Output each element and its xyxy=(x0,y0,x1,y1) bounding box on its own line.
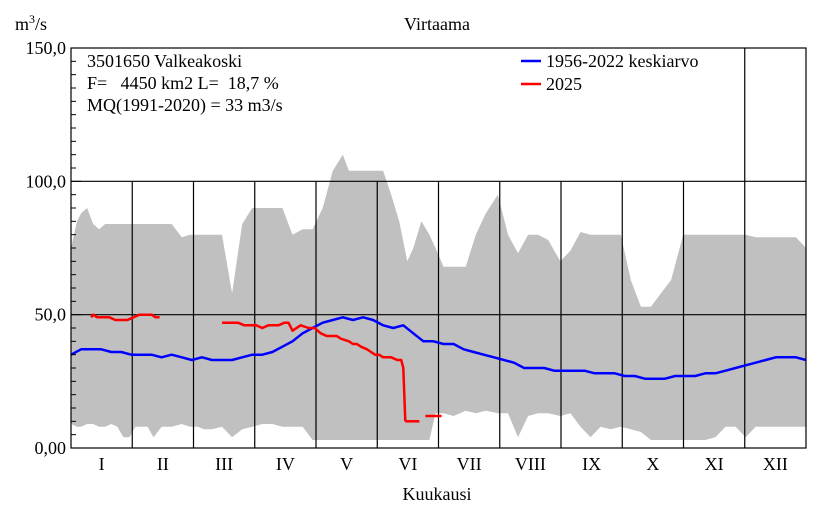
x-axis-label: Kuukausi xyxy=(403,484,472,504)
month-label: III xyxy=(215,454,233,474)
legend-label: 2025 xyxy=(546,74,582,94)
month-label: VII xyxy=(457,454,482,474)
info-line: F= 4450 km2 L= 18,7 % xyxy=(87,73,279,93)
month-label: XI xyxy=(705,454,724,474)
month-label: VIII xyxy=(515,454,546,474)
legend: 1956-2022 keskiarvo 2025 xyxy=(521,51,698,94)
month-labels: I II III IV V VI VII VIII IX X XI XII xyxy=(99,454,788,474)
series-line xyxy=(70,316,807,380)
series-line xyxy=(90,313,160,322)
month-label: VI xyxy=(398,454,417,474)
month-label: I xyxy=(99,454,105,474)
axis-ticks xyxy=(71,47,81,449)
y-axis-label-tail: /s xyxy=(35,14,47,34)
chart-title: Virtaama xyxy=(404,14,470,34)
month-label: IV xyxy=(276,454,295,474)
y-tick-label: 150,0 xyxy=(26,38,67,58)
y-axis-label: m3/s xyxy=(15,12,47,34)
series-line xyxy=(222,321,407,422)
month-label: V xyxy=(340,454,353,474)
month-label: X xyxy=(646,454,659,474)
y-axis-label-sup: 3 xyxy=(29,12,35,26)
month-label: II xyxy=(157,454,169,474)
station-info: 3501650 Valkeakoski F= 4450 km2 L= 18,7 … xyxy=(87,51,283,116)
y-tick-label: 100,0 xyxy=(26,171,67,191)
series-layer xyxy=(70,313,807,423)
month-label: IX xyxy=(582,454,601,474)
y-tick-labels: 0,00 50,0 100,0 150,0 xyxy=(26,38,67,458)
month-label: XII xyxy=(763,454,788,474)
y-tick-label: 50,0 xyxy=(35,305,67,325)
y-axis-label-base: m xyxy=(15,14,29,34)
grid xyxy=(71,48,806,448)
info-line: 3501650 Valkeakoski xyxy=(87,51,242,71)
info-line: MQ(1991-2020) = 33 m3/s xyxy=(87,95,283,116)
legend-label: 1956-2022 keskiarvo xyxy=(546,51,698,71)
y-tick-label: 0,00 xyxy=(35,438,67,458)
